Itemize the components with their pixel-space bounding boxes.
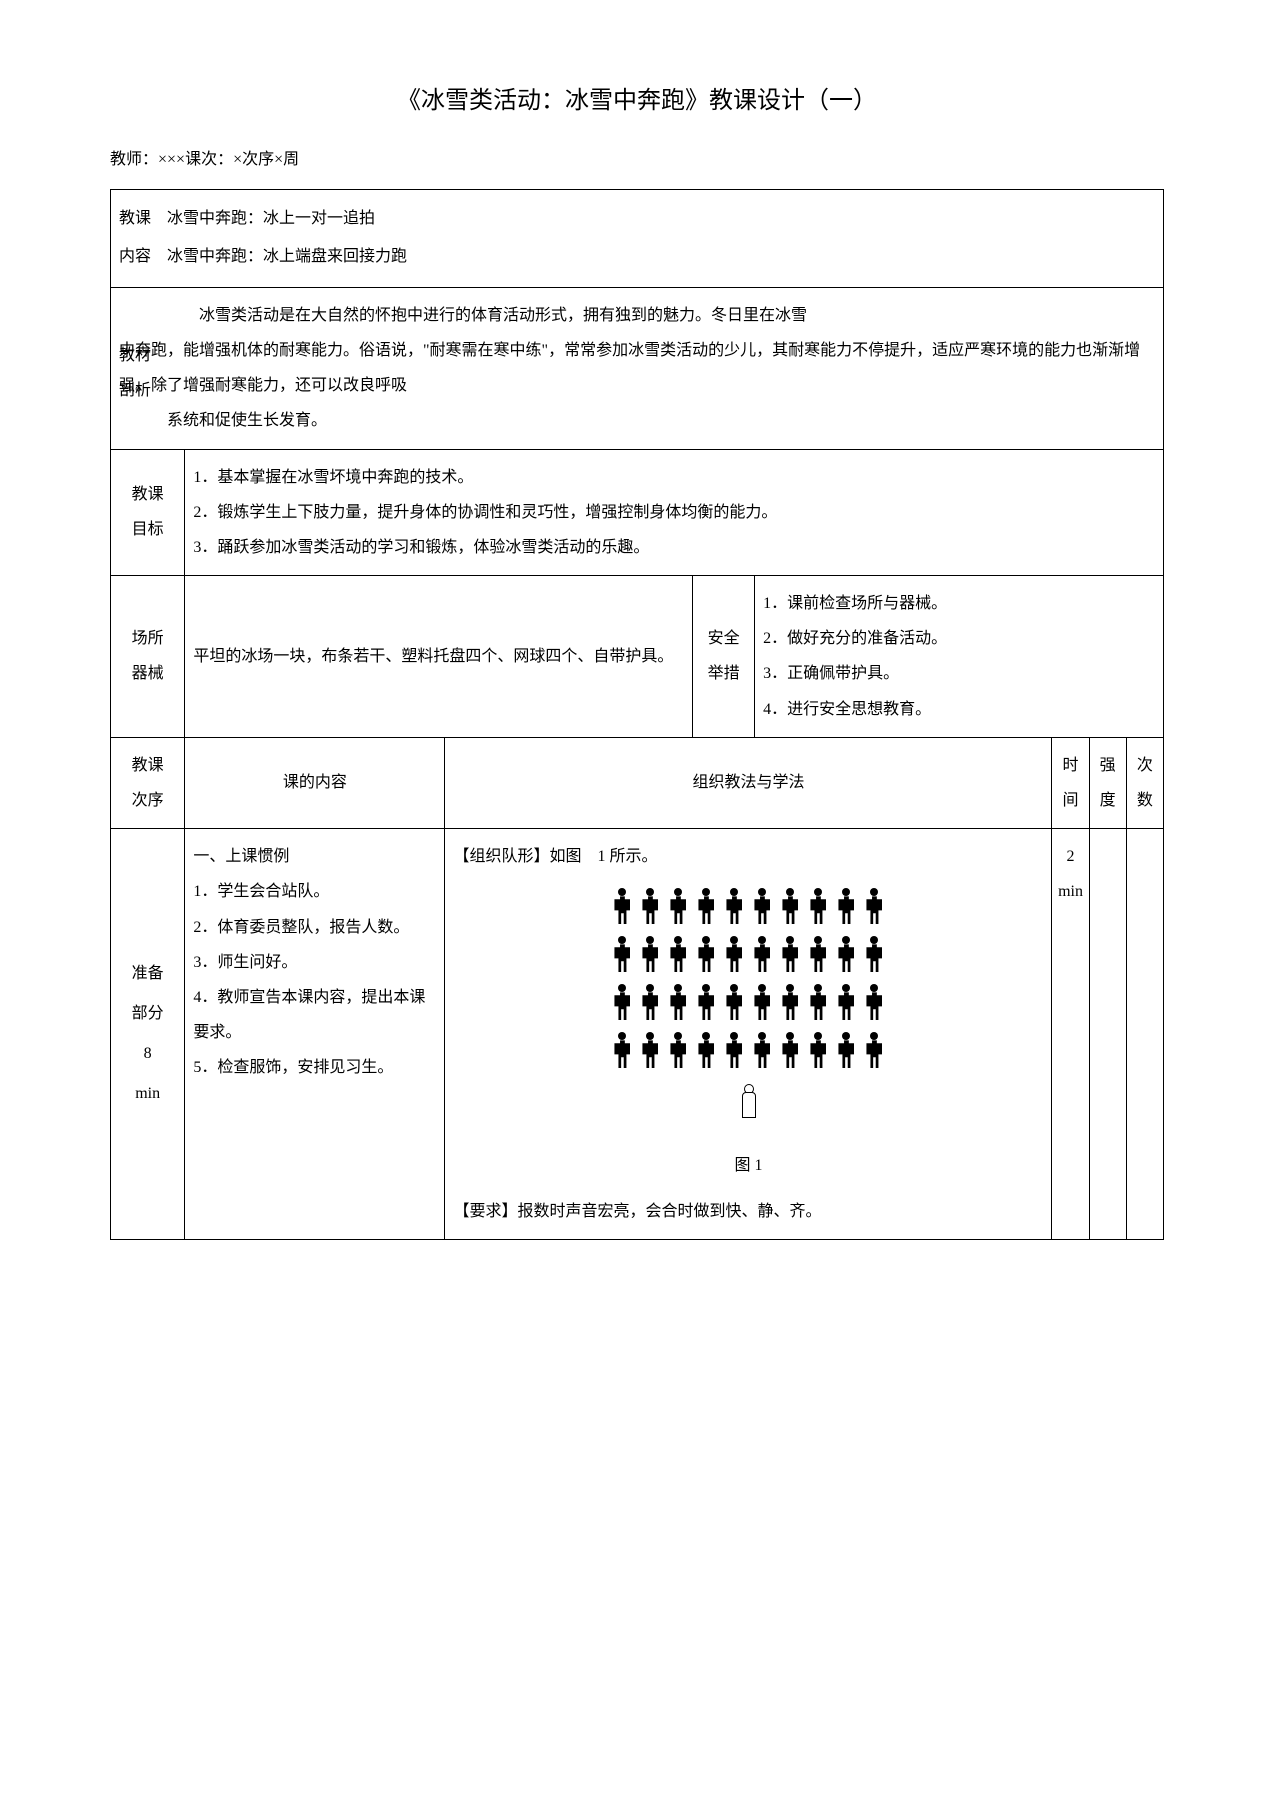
prep-intensity [1089, 829, 1126, 1240]
content-cell: 教课内容 冰雪中奔跑：冰上一对一追拍 冰雪中奔跑：冰上端盘来回接力跑 [111, 190, 1164, 288]
hdr-count: 次 数 [1126, 737, 1163, 828]
material-para2: 系统和促使生长发育。 [167, 403, 1155, 438]
prep-count [1126, 829, 1163, 1240]
material-cell: 教材剖析 冰雪类活动是在大自然的怀抱中进行的体育活动形式，拥有独到的魅力。冬日里… [111, 287, 1164, 449]
material-para1: 中奔跑，能增强机体的耐寒能力。俗语说，"耐寒需在寒中练"，常常参加冰雪类活动的少… [119, 333, 1155, 403]
safety-content: 1．课前检查场所与器械。 2．做好充分的准备活动。 3．正确佩带护具。 4．进行… [755, 576, 1164, 738]
formation-diagram [453, 874, 1043, 1140]
lesson-table: 教课内容 冰雪中奔跑：冰上一对一追拍 冰雪中奔跑：冰上端盘来回接力跑 教材剖析 … [110, 189, 1164, 1240]
content-line2: 冰雪中奔跑：冰上端盘来回接力跑 [167, 248, 407, 265]
prep-label: 准备 部分 8 min [111, 829, 185, 1240]
hdr-intensity: 强 度 [1089, 737, 1126, 828]
prep-requirement: 【要求】报数时声音宏亮，会合时做到快、静、齐。 [453, 1194, 1043, 1229]
teacher-info: 教师：×××课次：×次序×周 [110, 145, 1164, 169]
hdr-content: 课的内容 [185, 737, 445, 828]
safety-label: 安全 举措 [693, 576, 755, 738]
hdr-seq: 教课 次序 [111, 737, 185, 828]
page-title: 《冰雪类活动：冰雪中奔跑》教课设计（一） [110, 80, 1164, 115]
goals-content: 1．基本掌握在冰雪坏境中奔跑的技术。 2．锻炼学生上下肢力量，提升身体的协调性和… [185, 449, 1164, 576]
prep-content: 一、上课惯例 1．学生会合站队。 2．体育委员整队，报告人数。 3．师生问好。 … [185, 829, 445, 1240]
content-line1: 冰雪中奔跑：冰上一对一追拍 [167, 210, 375, 227]
prep-time: 2 min [1052, 829, 1089, 1240]
material-indent: 冰雪类活动是在大自然的怀抱中进行的体育活动形式，拥有独到的魅力。冬日里在冰雪 [167, 298, 1155, 333]
venue-label: 场所 器械 [111, 576, 185, 738]
prep-method: 【组织队形】如图 1 所示。 图 1 【要求】报数时声音宏亮，会合时做到快、静、… [445, 829, 1052, 1240]
figure-caption: 图 1 [453, 1148, 1043, 1183]
hdr-method: 组织教法与学法 [445, 737, 1052, 828]
hdr-time: 时 间 [1052, 737, 1089, 828]
venue-content: 平坦的冰场一块，布条若干、塑料托盘四个、网球四个、自带护具。 [185, 576, 693, 738]
goals-label: 教课 目标 [111, 449, 185, 576]
